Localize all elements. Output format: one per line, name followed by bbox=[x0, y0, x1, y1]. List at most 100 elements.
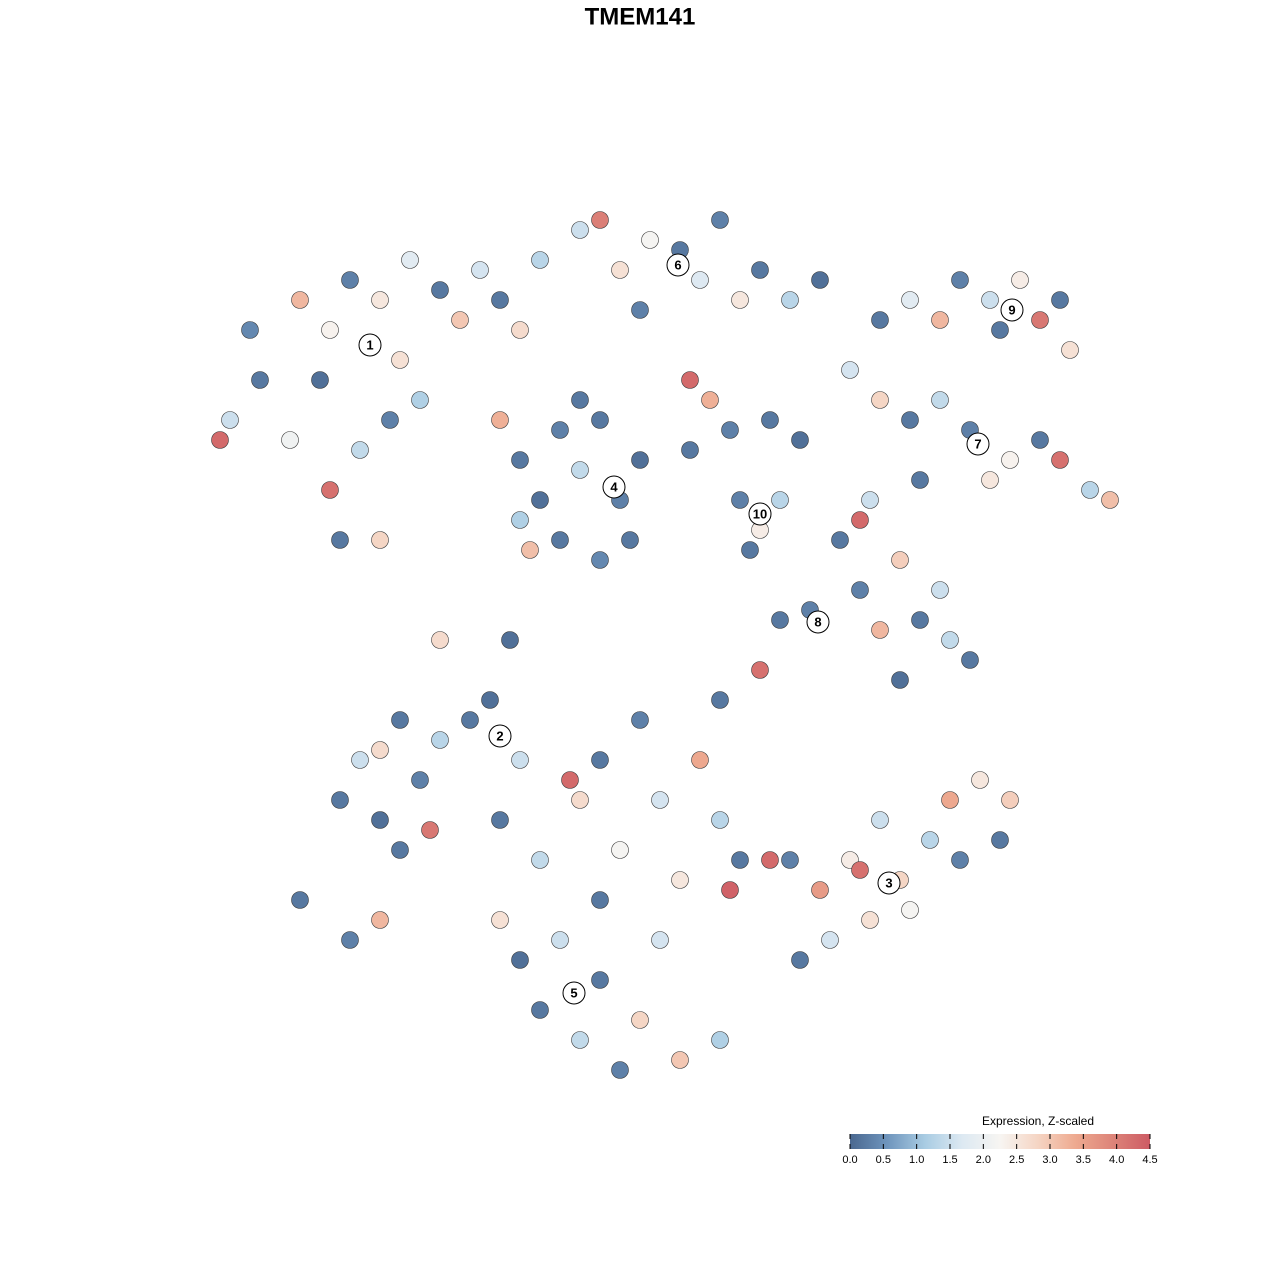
point bbox=[861, 491, 879, 509]
point bbox=[341, 931, 359, 949]
point bbox=[721, 881, 739, 899]
point bbox=[991, 831, 1009, 849]
point bbox=[501, 631, 519, 649]
point bbox=[491, 811, 509, 829]
point bbox=[461, 711, 479, 729]
point bbox=[611, 1061, 629, 1079]
point bbox=[531, 851, 549, 869]
point bbox=[371, 811, 389, 829]
point bbox=[711, 1031, 729, 1049]
point bbox=[591, 211, 609, 229]
colorbar-title: Expression, Z-scaled bbox=[982, 1114, 1094, 1128]
point bbox=[891, 551, 909, 569]
point bbox=[571, 391, 589, 409]
point bbox=[711, 691, 729, 709]
colorbar-tick-label: 4.0 bbox=[1109, 1154, 1124, 1166]
point bbox=[291, 291, 309, 309]
colorbar-tick-label: 1.5 bbox=[942, 1154, 957, 1166]
colorbar-tick-label: 3.0 bbox=[1042, 1154, 1057, 1166]
points bbox=[211, 211, 1119, 1079]
point bbox=[1081, 481, 1099, 499]
cluster-label: 6 bbox=[674, 257, 681, 272]
point bbox=[961, 651, 979, 669]
point bbox=[321, 481, 339, 499]
point bbox=[571, 461, 589, 479]
point bbox=[1051, 291, 1069, 309]
point bbox=[931, 581, 949, 599]
point bbox=[821, 931, 839, 949]
point bbox=[551, 421, 569, 439]
point bbox=[981, 291, 999, 309]
point bbox=[221, 411, 239, 429]
colorbar-tick-label: 4.5 bbox=[1142, 1154, 1157, 1166]
point bbox=[611, 841, 629, 859]
point bbox=[761, 411, 779, 429]
point bbox=[941, 631, 959, 649]
point bbox=[871, 391, 889, 409]
point bbox=[211, 431, 229, 449]
cluster-badge bbox=[877, 871, 901, 895]
point bbox=[551, 931, 569, 949]
point bbox=[511, 751, 529, 769]
point bbox=[741, 541, 759, 559]
point bbox=[321, 321, 339, 339]
colorbar-tick-label: 0.0 bbox=[842, 1154, 857, 1166]
point bbox=[771, 491, 789, 509]
point bbox=[371, 741, 389, 759]
point bbox=[851, 581, 869, 599]
point bbox=[671, 1051, 689, 1069]
point bbox=[591, 891, 609, 909]
cluster-badge bbox=[806, 610, 830, 634]
point bbox=[591, 551, 609, 569]
point bbox=[1061, 341, 1079, 359]
point bbox=[471, 261, 489, 279]
point bbox=[901, 291, 919, 309]
point bbox=[871, 311, 889, 329]
point bbox=[1031, 431, 1049, 449]
point bbox=[991, 321, 1009, 339]
point bbox=[651, 931, 669, 949]
point bbox=[571, 791, 589, 809]
cluster-label: 7 bbox=[974, 436, 981, 451]
point bbox=[621, 531, 639, 549]
colorbar-tick-label: 3.5 bbox=[1076, 1154, 1091, 1166]
point bbox=[331, 791, 349, 809]
point bbox=[511, 951, 529, 969]
point bbox=[771, 611, 789, 629]
point bbox=[411, 771, 429, 789]
point bbox=[681, 371, 699, 389]
point bbox=[291, 891, 309, 909]
cluster-badge bbox=[488, 724, 512, 748]
point bbox=[911, 611, 929, 629]
point bbox=[1011, 271, 1029, 289]
point bbox=[571, 1031, 589, 1049]
point bbox=[971, 771, 989, 789]
point bbox=[711, 211, 729, 229]
cluster-badge bbox=[602, 475, 626, 499]
point bbox=[811, 271, 829, 289]
chart-title: TMEM141 bbox=[585, 3, 696, 30]
point bbox=[551, 531, 569, 549]
point bbox=[931, 311, 949, 329]
point bbox=[731, 851, 749, 869]
cluster-label: 2 bbox=[496, 728, 503, 743]
point bbox=[681, 441, 699, 459]
point bbox=[791, 951, 809, 969]
point bbox=[591, 971, 609, 989]
point bbox=[591, 751, 609, 769]
colorbar-bar bbox=[850, 1134, 1150, 1149]
colorbar-tick-label: 2.5 bbox=[1009, 1154, 1024, 1166]
point bbox=[611, 261, 629, 279]
cluster-label: 10 bbox=[753, 506, 767, 521]
point bbox=[311, 371, 329, 389]
point bbox=[521, 541, 539, 559]
point bbox=[531, 251, 549, 269]
point bbox=[251, 371, 269, 389]
cluster-label: 3 bbox=[885, 875, 892, 890]
point bbox=[1101, 491, 1119, 509]
colorbar-tick-label: 2.0 bbox=[976, 1154, 991, 1166]
cluster-badge bbox=[1000, 298, 1024, 322]
colorbar: Expression, Z-scaled 0.0 0.5 1.0 1.5 2.0 2.5 3… bbox=[842, 1114, 1157, 1166]
point bbox=[341, 271, 359, 289]
cluster-label: 5 bbox=[570, 985, 577, 1000]
